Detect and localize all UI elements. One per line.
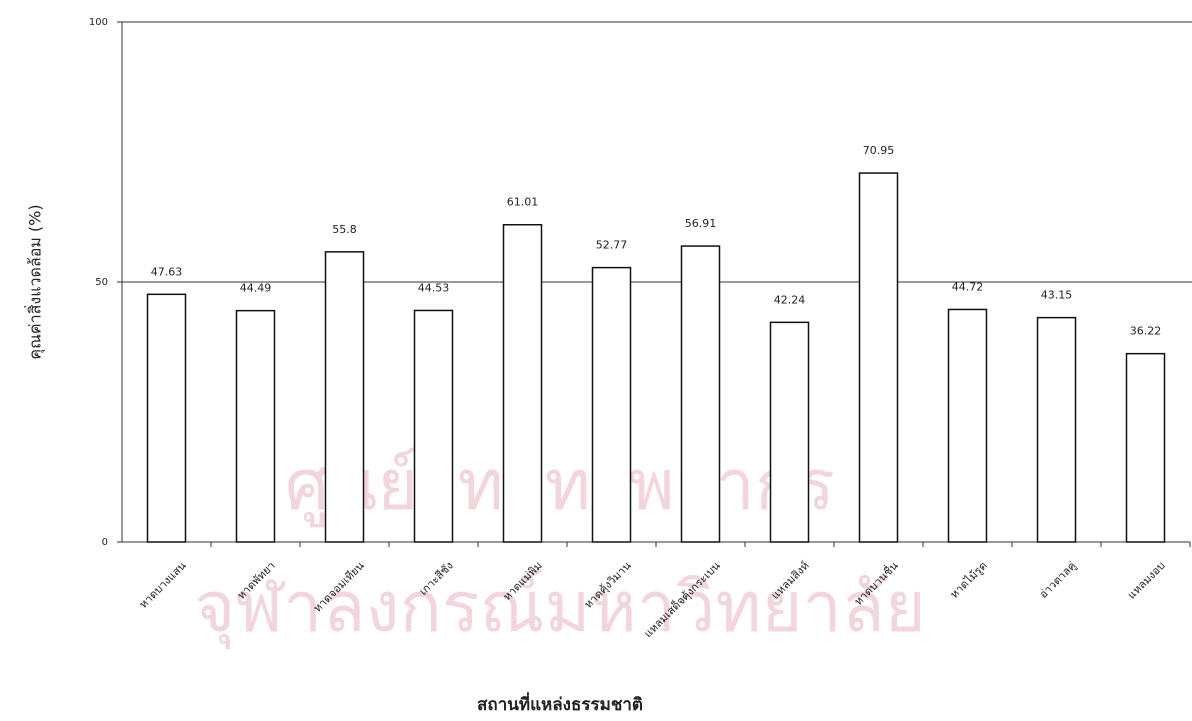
bar [947, 308, 988, 543]
value-label: 61.01 [507, 196, 539, 209]
bar [235, 309, 276, 543]
bar [858, 172, 899, 543]
value-label: 52.77 [596, 239, 628, 252]
bar [591, 266, 632, 543]
x-tick-label: แหลมงอบ [1125, 559, 1168, 602]
value-label: 55.8 [332, 223, 357, 236]
bar [413, 309, 454, 543]
watermark: ศูนย์วิทยทรัพยากร [285, 444, 835, 528]
bar [769, 321, 810, 543]
bar [502, 223, 543, 543]
bar [1125, 352, 1166, 543]
value-label: 44.53 [418, 281, 450, 294]
bar [680, 245, 721, 543]
value-label: 42.24 [774, 293, 806, 306]
value-label: 47.63 [151, 265, 183, 278]
y-tick-label: 100 [89, 17, 108, 28]
x-tick-label: อ่าวตาลคู่ [1037, 559, 1079, 601]
value-label: 44.72 [952, 280, 984, 293]
x-tick-label: หาดไม้รูด [948, 559, 990, 601]
value-label: 44.49 [240, 282, 272, 295]
bar [324, 251, 365, 543]
value-label: 43.15 [1041, 289, 1073, 302]
value-label: 70.95 [863, 144, 895, 157]
value-label: 56.91 [685, 217, 717, 230]
y-tick-label: 50 [95, 277, 108, 288]
x-axis-label: สถานที่แหล่งธรรมชาติ [477, 692, 643, 715]
bar [146, 293, 187, 543]
y-axis-label: คุณค่าสิ่งแวดล้อม (%) [24, 204, 46, 359]
value-label: 36.22 [1130, 325, 1162, 338]
watermark: จุฬาลงกรณ์มหาวิทยาลัย [194, 566, 925, 650]
bar [1036, 316, 1077, 543]
x-tick-label: หาดบางแสน [137, 559, 189, 611]
y-tick-label: 0 [102, 537, 108, 548]
